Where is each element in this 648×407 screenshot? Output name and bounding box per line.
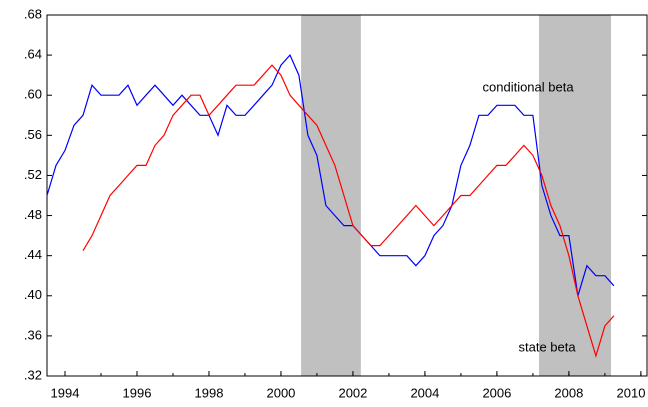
y-tick-label: .68 (24, 6, 42, 21)
y-tick-label: .44 (24, 247, 42, 262)
series-line (82, 64, 615, 358)
y-tick-label: .48 (24, 207, 42, 222)
x-tick-label: 2010 (617, 385, 646, 400)
y-tick-label: .56 (24, 127, 42, 142)
annotation: state beta (519, 339, 577, 354)
shaded-band (301, 15, 361, 376)
series-line (46, 54, 615, 296)
y-tick-label: .40 (24, 287, 42, 302)
y-tick-label: .52 (24, 167, 42, 182)
x-tick-label: 1998 (195, 385, 224, 400)
x-tick-label: 2002 (338, 385, 367, 400)
annotation: conditional beta (483, 80, 575, 95)
y-tick-label: .32 (24, 367, 42, 382)
x-tick-label: 1996 (123, 385, 152, 400)
x-tick-label: 1994 (51, 385, 80, 400)
x-tick-label: 2006 (482, 385, 511, 400)
y-tick-label: .36 (24, 327, 42, 342)
x-tick-label: 2008 (554, 385, 583, 400)
x-tick-label: 2004 (410, 385, 439, 400)
y-tick-label: .60 (24, 87, 42, 102)
x-tick-label: 2000 (266, 385, 295, 400)
shaded-band (539, 15, 612, 376)
y-tick-label: .64 (24, 47, 42, 62)
